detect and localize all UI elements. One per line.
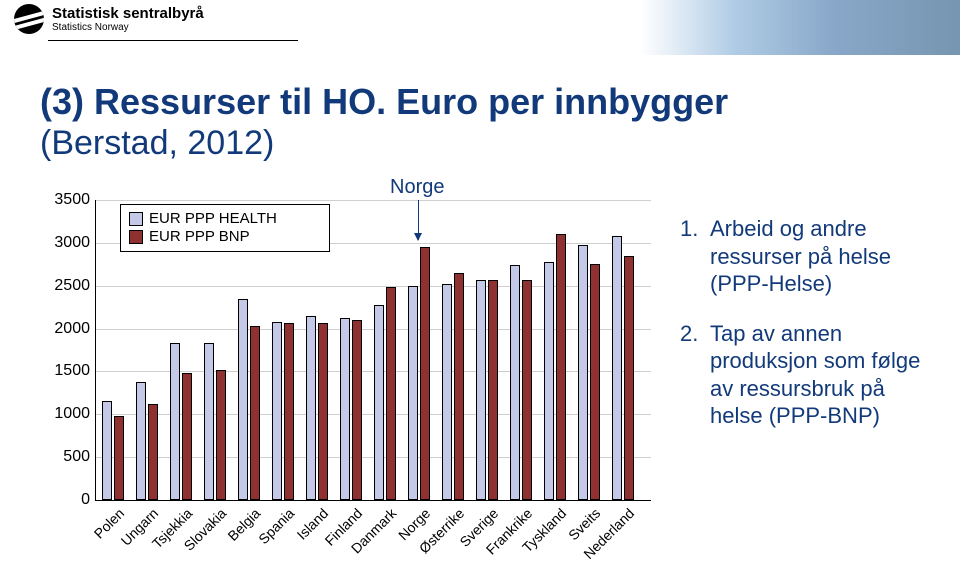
bar-group (340, 318, 362, 500)
bullet-number: 2. (680, 320, 702, 430)
legend-label-health: EUR PPP HEALTH (149, 210, 277, 227)
y-tick-label: 3000 (42, 234, 90, 252)
bar-health (476, 280, 486, 500)
bar-group (476, 280, 498, 500)
legend-row-health: EUR PPP HEALTH (129, 210, 321, 227)
bar-group (170, 343, 192, 500)
bar-bnp (352, 320, 362, 500)
y-tick-label: 1000 (42, 405, 90, 423)
bullet-item: 1.Arbeid og andre ressurser på helse (PP… (680, 215, 940, 298)
bar-bnp (556, 234, 566, 500)
header: Statistisk sentralbyrå Statistics Norway (0, 0, 960, 55)
bar-bnp (250, 326, 260, 500)
chart-legend: EUR PPP HEALTH EUR PPP BNP (120, 204, 330, 252)
bar-health (102, 401, 112, 500)
bullet-text: Arbeid og andre ressurser på helse (PPP-… (710, 215, 940, 298)
x-tick-label: Spania (255, 505, 297, 547)
logo-line1: Statistisk sentralbyrå (52, 5, 204, 22)
bar-health (204, 343, 214, 500)
bar-bnp (420, 247, 430, 500)
bar-group (612, 236, 634, 500)
bar-group (102, 401, 124, 500)
bar-health (374, 305, 384, 500)
logo-line2: Statistics Norway (52, 22, 204, 33)
y-tick-label: 500 (42, 448, 90, 466)
bar-bnp (284, 323, 294, 500)
bar-health (510, 265, 520, 500)
arrow-icon (418, 200, 419, 240)
legend-swatch-bnp (129, 230, 143, 244)
y-tick-label: 3500 (42, 191, 90, 209)
bar-bnp (216, 370, 226, 500)
header-bg (640, 0, 960, 55)
bullet-text: Tap av annen produksjon som følge av res… (710, 320, 940, 430)
bar-bnp (386, 287, 396, 500)
bullet-list: 1.Arbeid og andre ressurser på helse (PP… (680, 215, 940, 452)
y-tick-label: 2000 (42, 320, 90, 338)
bar-health (238, 299, 248, 500)
bar-bnp (318, 323, 328, 500)
chart: EUR PPP HEALTH EUR PPP BNP 0 500 1000 1500 2… (40, 200, 650, 560)
bar-health (408, 286, 418, 500)
page-subtitle: (Berstad, 2012) (40, 124, 274, 163)
ssb-text: Statistisk sentralbyrå Statistics Norway (52, 5, 204, 33)
ssb-logo: Statistisk sentralbyrå Statistics Norway (14, 4, 204, 34)
bullet-item: 2.Tap av annen produksjon som følge av r… (680, 320, 940, 430)
bar-group (306, 316, 328, 500)
bar-health (612, 236, 622, 500)
bar-bnp (114, 416, 124, 500)
bar-health (170, 343, 180, 500)
bullet-number: 1. (680, 215, 702, 298)
bar-bnp (148, 404, 158, 500)
bar-bnp (624, 256, 634, 500)
page-title: (3) Ressurser til HO. Euro per innbygger (40, 80, 728, 123)
bar-bnp (590, 264, 600, 500)
bar-bnp (522, 280, 532, 500)
bar-health (306, 316, 316, 500)
bar-group (510, 265, 532, 500)
bar-bnp (488, 280, 498, 500)
y-tick-label: 1500 (42, 362, 90, 380)
legend-row-bnp: EUR PPP BNP (129, 228, 321, 245)
bar-group (442, 273, 464, 500)
bar-health (340, 318, 350, 500)
bar-group (408, 247, 430, 500)
bar-bnp (182, 373, 192, 500)
bar-health (272, 322, 282, 500)
bar-health (136, 382, 146, 500)
bar-group (204, 343, 226, 500)
bar-group (578, 245, 600, 500)
bar-group (272, 322, 294, 500)
arrow-label: Norge (390, 176, 444, 199)
bar-bnp (454, 273, 464, 500)
legend-label-bnp: EUR PPP BNP (149, 228, 250, 245)
gridline (96, 200, 651, 201)
bar-group (544, 234, 566, 500)
bar-group (374, 287, 396, 500)
bar-health (578, 245, 588, 500)
bar-group (136, 382, 158, 500)
bar-health (544, 262, 554, 500)
y-tick-label: 2500 (42, 277, 90, 295)
ssb-mark-icon (14, 4, 44, 34)
bar-health (442, 284, 452, 500)
bar-group (238, 299, 260, 500)
logo-underline (48, 40, 298, 41)
legend-swatch-health (129, 212, 143, 226)
y-tick-label: 0 (42, 491, 90, 509)
